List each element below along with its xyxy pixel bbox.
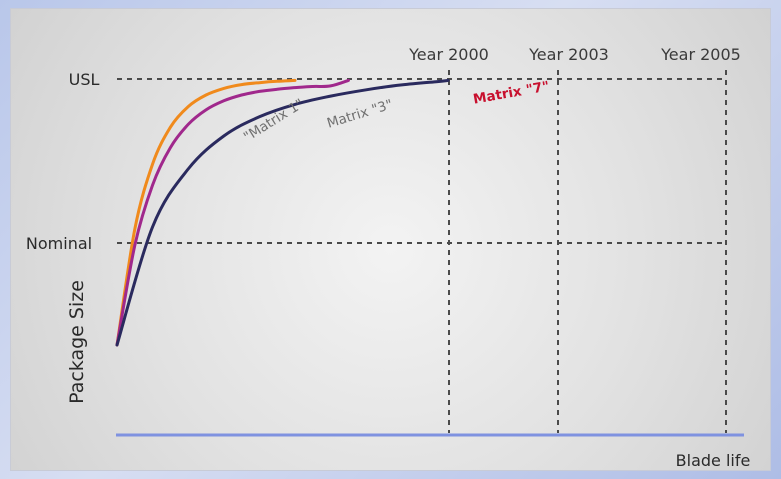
series-layer (115, 78, 450, 347)
series-line-2 (115, 78, 350, 347)
series-line-1 (115, 78, 297, 347)
y-axis-label: Package Size (66, 280, 88, 404)
year-label-2003: Year 2003 (528, 45, 609, 64)
y-tick-usl: USL (69, 70, 100, 89)
year-label-2005: Year 2005 (660, 45, 741, 64)
y-tick-nominal: Nominal (26, 234, 92, 253)
year-label-2000: Year 2000 (408, 45, 489, 64)
x-axis-label: Blade life (676, 451, 751, 470)
series-label-matrix-3: Matrix "3" (325, 97, 395, 132)
series-line-3 (115, 78, 450, 347)
reference-lines (117, 70, 727, 433)
series-label-matrix-7: Matrix "7" (472, 78, 551, 107)
